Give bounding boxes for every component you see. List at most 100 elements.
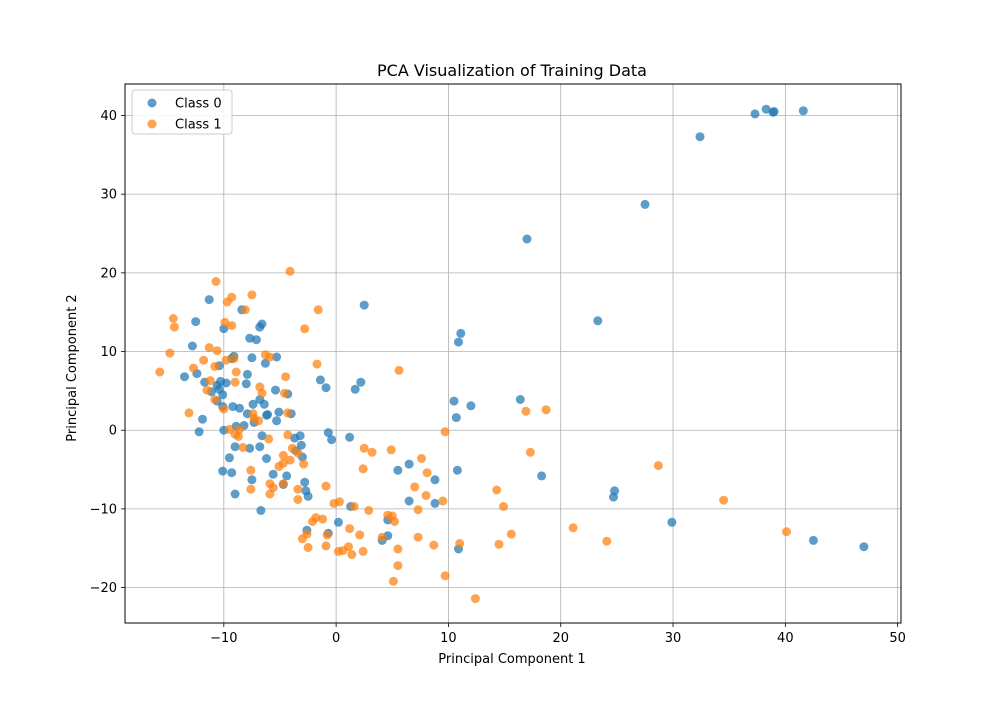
data-point bbox=[230, 377, 240, 387]
data-point bbox=[300, 477, 310, 487]
data-point bbox=[525, 447, 535, 457]
data-point bbox=[321, 383, 331, 393]
data-point bbox=[257, 388, 267, 398]
data-point bbox=[695, 132, 705, 142]
data-point bbox=[272, 416, 282, 426]
data-point bbox=[204, 343, 214, 353]
data-point bbox=[349, 502, 359, 511]
legend-label: Class 1 bbox=[175, 118, 222, 133]
data-point bbox=[221, 378, 231, 388]
gridlines bbox=[125, 84, 901, 623]
y-axis-label: Principal Component 2 bbox=[65, 294, 80, 441]
data-point bbox=[241, 379, 251, 389]
data-point bbox=[308, 517, 317, 526]
legend-marker bbox=[147, 98, 157, 108]
data-point bbox=[285, 455, 295, 465]
data-point bbox=[271, 385, 280, 395]
data-point bbox=[609, 492, 618, 502]
data-point bbox=[364, 506, 374, 515]
x-tick-label: 30 bbox=[665, 631, 682, 646]
data-point bbox=[165, 348, 175, 358]
data-point bbox=[191, 317, 201, 327]
data-point bbox=[430, 498, 440, 508]
data-point bbox=[229, 354, 239, 364]
data-point bbox=[593, 316, 603, 326]
data-point bbox=[421, 491, 431, 500]
data-point bbox=[388, 576, 398, 586]
y-tick-label: 10 bbox=[100, 345, 117, 360]
plot-area-frame bbox=[124, 83, 902, 624]
data-point bbox=[422, 468, 432, 478]
legend-label: Class 0 bbox=[175, 97, 222, 112]
data-point bbox=[199, 355, 209, 365]
data-point bbox=[429, 540, 439, 550]
data-point bbox=[499, 502, 508, 511]
data-point bbox=[466, 401, 476, 411]
data-point bbox=[280, 388, 289, 398]
data-point bbox=[327, 435, 337, 445]
data-point bbox=[205, 376, 215, 386]
data-point bbox=[194, 427, 204, 437]
data-point bbox=[390, 517, 399, 526]
data-point bbox=[358, 546, 368, 556]
data-point bbox=[268, 469, 278, 479]
data-point bbox=[522, 234, 532, 244]
data-point bbox=[256, 506, 266, 515]
data-point bbox=[254, 416, 264, 426]
data-point bbox=[283, 430, 293, 440]
data-point bbox=[187, 341, 197, 351]
data-point bbox=[240, 305, 250, 315]
data-point bbox=[456, 328, 466, 338]
data-point bbox=[350, 384, 360, 394]
data-point bbox=[404, 496, 414, 506]
data-point bbox=[189, 363, 198, 373]
data-point bbox=[222, 297, 232, 307]
data-point bbox=[281, 372, 291, 382]
data-point bbox=[198, 414, 207, 424]
data-point bbox=[640, 199, 650, 209]
data-point bbox=[394, 365, 404, 375]
data-point bbox=[282, 471, 292, 481]
data-point bbox=[155, 367, 165, 377]
data-point bbox=[393, 544, 403, 554]
data-point bbox=[297, 534, 307, 544]
data-point bbox=[417, 454, 426, 463]
x-tick-label: 0 bbox=[332, 631, 340, 646]
data-point bbox=[227, 468, 237, 478]
data-point bbox=[227, 321, 237, 331]
x-tick-label: 40 bbox=[777, 631, 794, 646]
data-point bbox=[248, 399, 258, 409]
data-point bbox=[315, 375, 325, 385]
data-point bbox=[537, 471, 547, 481]
data-point bbox=[782, 527, 791, 537]
data-point bbox=[347, 550, 357, 559]
data-point bbox=[440, 571, 450, 581]
data-point bbox=[204, 295, 214, 305]
data-point bbox=[768, 107, 778, 117]
y-tick-label: 40 bbox=[100, 109, 117, 124]
data-point bbox=[169, 322, 179, 332]
y-tick-label: 20 bbox=[100, 266, 117, 281]
data-point bbox=[602, 536, 612, 546]
data-point bbox=[492, 485, 502, 495]
data-point bbox=[274, 461, 284, 471]
data-point bbox=[808, 535, 818, 545]
data-point bbox=[184, 408, 194, 418]
data-point bbox=[410, 482, 420, 492]
data-point bbox=[761, 104, 771, 114]
data-point bbox=[404, 459, 414, 469]
data-point bbox=[667, 517, 677, 527]
y-tick-label: −20 bbox=[90, 581, 117, 596]
x-axis-label: Principal Component 1 bbox=[438, 652, 585, 667]
data-point bbox=[344, 542, 353, 552]
data-point bbox=[312, 359, 322, 369]
data-point bbox=[451, 413, 461, 423]
data-point bbox=[221, 355, 231, 365]
data-point bbox=[313, 305, 323, 315]
data-point bbox=[345, 524, 355, 534]
data-point bbox=[220, 317, 230, 327]
x-tick-label: 50 bbox=[889, 631, 906, 646]
data-point bbox=[859, 542, 869, 552]
data-point bbox=[293, 448, 303, 458]
data-point bbox=[293, 484, 303, 494]
